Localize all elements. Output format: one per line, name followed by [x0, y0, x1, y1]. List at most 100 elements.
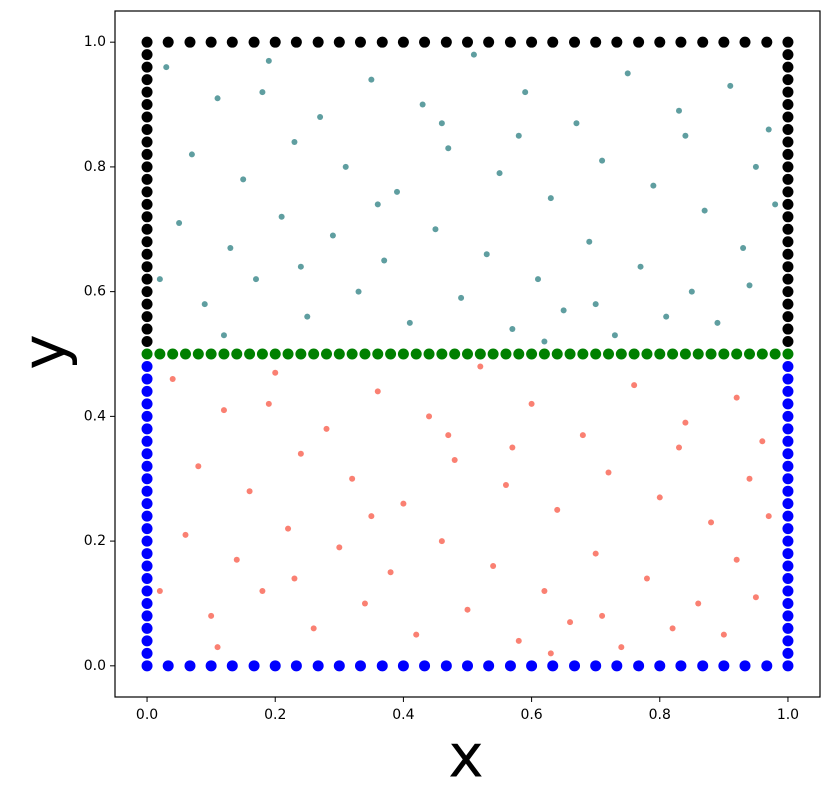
point [663, 313, 670, 320]
point [141, 74, 153, 86]
y-axis-label: y [10, 334, 80, 370]
point [782, 99, 794, 111]
point [782, 597, 794, 609]
x-tick-label: 0.2 [264, 707, 286, 723]
point [141, 597, 153, 609]
point [535, 276, 541, 283]
point [336, 544, 343, 551]
y-tick-label: 0.0 [84, 658, 106, 674]
point [141, 410, 153, 422]
point [697, 660, 709, 672]
point [718, 348, 730, 360]
point [438, 120, 445, 127]
point [458, 294, 465, 301]
point [611, 660, 623, 672]
point [500, 348, 512, 360]
point [744, 348, 755, 360]
point [410, 348, 422, 360]
point [182, 531, 189, 538]
point [599, 612, 606, 619]
point [509, 326, 516, 333]
point [564, 348, 576, 360]
point [259, 89, 266, 96]
point [141, 336, 153, 348]
point [752, 594, 759, 601]
point [782, 560, 794, 572]
point [400, 500, 407, 507]
point [772, 201, 779, 208]
point [445, 145, 452, 152]
point [406, 319, 413, 326]
point [526, 36, 538, 48]
point [782, 161, 794, 173]
point [368, 513, 375, 520]
y-tick-label: 0.4 [84, 408, 106, 424]
point [782, 360, 794, 372]
point [733, 556, 740, 563]
point [590, 660, 602, 672]
point [269, 660, 281, 672]
point [633, 36, 645, 48]
point [733, 394, 740, 401]
point [504, 36, 516, 48]
point [599, 157, 606, 164]
point [308, 348, 320, 360]
point [354, 660, 366, 672]
point [141, 535, 153, 547]
point [782, 610, 794, 622]
point [782, 423, 794, 435]
point [141, 573, 153, 585]
point [419, 660, 431, 672]
point [321, 348, 332, 360]
point [201, 301, 208, 308]
point [692, 348, 704, 360]
point [643, 575, 650, 582]
point [141, 398, 153, 410]
point [654, 348, 666, 360]
point [782, 223, 794, 235]
point [269, 348, 281, 360]
point [782, 49, 794, 61]
point [397, 660, 409, 672]
point [782, 373, 794, 385]
point [782, 273, 794, 285]
point [782, 435, 794, 447]
point [397, 348, 409, 360]
point [782, 660, 794, 672]
point [654, 660, 666, 672]
point [323, 425, 330, 432]
point [214, 95, 221, 102]
point [675, 36, 687, 48]
point [141, 647, 153, 659]
point [205, 36, 217, 48]
point [483, 36, 495, 48]
point [654, 36, 666, 48]
point [265, 400, 272, 407]
point [385, 348, 397, 360]
point [205, 660, 217, 672]
point [141, 173, 153, 185]
x-tick-label: 0.0 [136, 707, 158, 723]
point [462, 660, 473, 672]
point [782, 585, 794, 597]
point [526, 660, 538, 672]
point [782, 236, 794, 248]
point [782, 123, 794, 135]
point [141, 298, 153, 310]
point [240, 176, 247, 183]
point [205, 348, 217, 360]
y-tick-label: 0.6 [84, 284, 106, 300]
x-tick-label: 0.6 [520, 707, 542, 723]
point [739, 660, 751, 672]
point [141, 360, 153, 372]
point [782, 86, 794, 98]
point [141, 86, 153, 98]
point [141, 36, 153, 48]
point [782, 148, 794, 160]
point [697, 36, 709, 48]
point [188, 151, 195, 158]
point [297, 263, 304, 270]
point [782, 111, 794, 123]
point [538, 348, 550, 360]
